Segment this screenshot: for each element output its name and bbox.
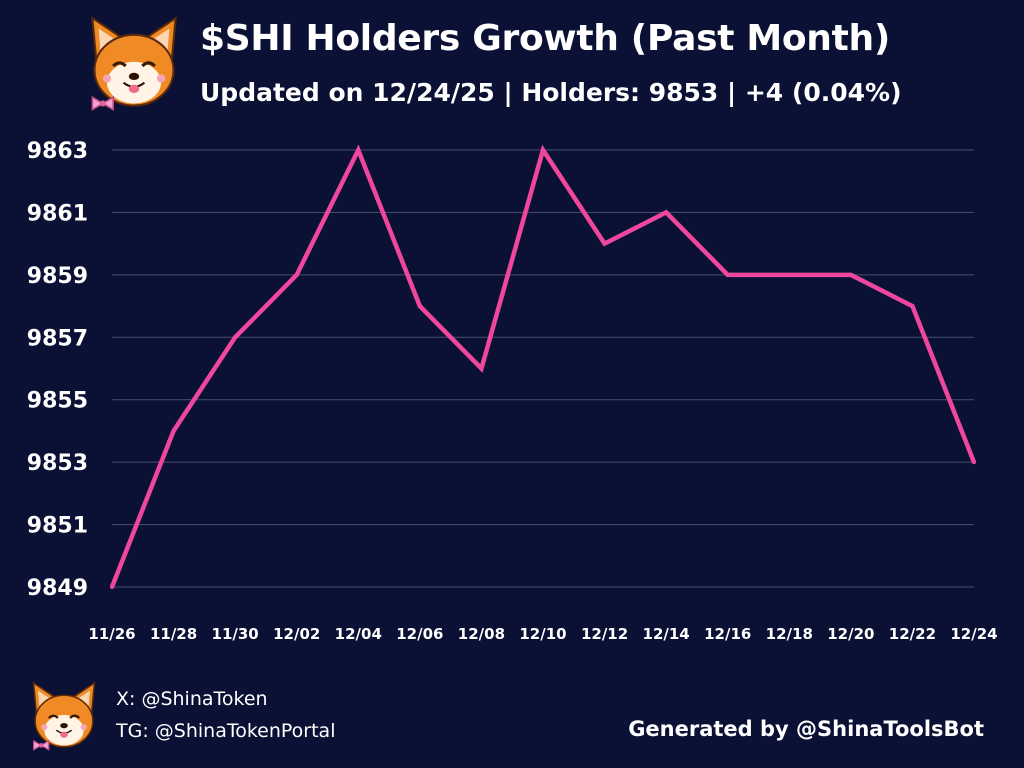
x-tick-label: 12/02 [273, 625, 320, 643]
data-point [910, 304, 915, 309]
footer-generated-by: Generated by @ShinaToolsBot [628, 717, 984, 741]
data-point [110, 585, 114, 589]
data-point [725, 272, 730, 277]
y-tick-label: 9857 [27, 326, 88, 351]
footer-x-handle: X: @ShinaToken [116, 688, 268, 710]
footer-tg-handle: TG: @ShinaTokenPortal [116, 720, 336, 742]
x-axis-ticks: 11/26 11/28 11/30 12/02 12/04 12/06 12/08 12/10… [88, 625, 997, 643]
x-tick-label: 12/14 [643, 625, 690, 643]
shiba-inu-logo-icon [91, 16, 177, 112]
x-tick-label: 12/16 [704, 625, 751, 643]
data-point [848, 272, 853, 277]
shiba-inu-logo-icon [32, 681, 96, 751]
y-tick-label: 9863 [27, 139, 88, 164]
data-point [972, 460, 976, 465]
y-tick-label: 9849 [27, 576, 88, 601]
data-point [294, 272, 299, 277]
y-tick-label: 9851 [27, 514, 88, 539]
x-tick-label: 12/04 [335, 625, 382, 643]
chart-subtitle: Updated on 12/24/25 | Holders: 9853 | +4… [200, 78, 902, 107]
x-tick-label: 12/06 [396, 625, 443, 643]
data-point [664, 210, 669, 215]
y-tick-label: 9859 [27, 264, 88, 289]
x-tick-label: 11/30 [212, 625, 259, 643]
x-tick-label: 12/20 [827, 625, 874, 643]
x-tick-label: 11/28 [150, 625, 197, 643]
data-point [541, 148, 545, 152]
x-tick-label: 12/12 [581, 625, 628, 643]
x-tick-label: 12/18 [766, 625, 813, 643]
data-point [233, 335, 238, 340]
data-point [602, 241, 607, 246]
series-layer [109, 144, 977, 589]
x-tick-label: 12/10 [519, 625, 566, 643]
data-point [479, 366, 484, 371]
data-point [356, 148, 361, 152]
x-tick-label: 12/22 [889, 625, 936, 643]
y-axis-ticks: 9863 9861 9859 9857 9855 9853 9851 9849 [27, 139, 88, 601]
chart-header: $SHI Holders Growth (Past Month) Updated… [0, 0, 1024, 130]
data-point [787, 272, 792, 277]
y-tick-label: 9853 [27, 451, 88, 476]
y-tick-label: 9855 [27, 389, 88, 414]
data-point [171, 428, 176, 433]
x-tick-label: 11/26 [88, 625, 135, 643]
x-tick-label: 12/08 [458, 625, 505, 643]
y-tick-label: 9861 [27, 201, 88, 226]
grid-lines [112, 149, 974, 588]
series-line-holders [109, 144, 977, 588]
chart-title: $SHI Holders Growth (Past Month) [200, 18, 891, 59]
x-tick-label: 12/24 [950, 625, 997, 643]
data-point [417, 304, 422, 309]
